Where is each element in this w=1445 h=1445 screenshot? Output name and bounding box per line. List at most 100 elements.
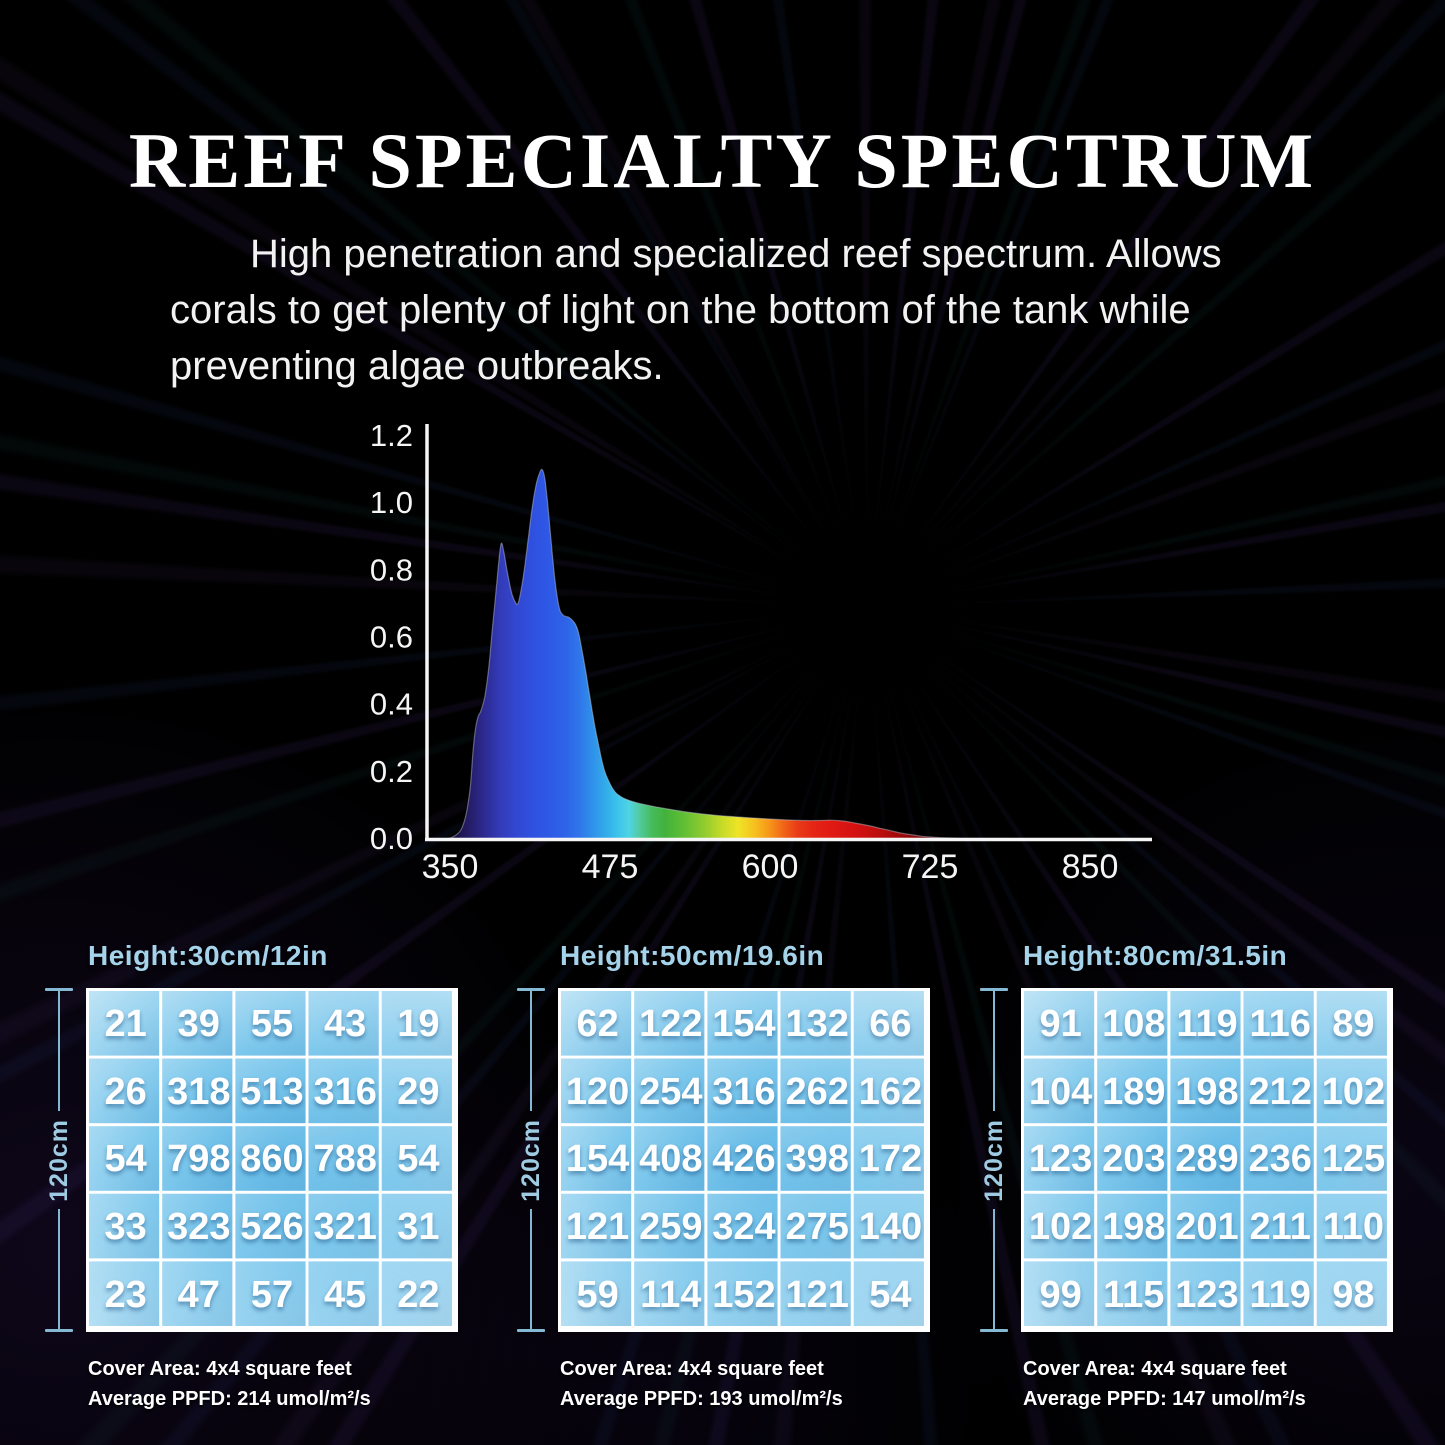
ppfd-cell: 59 <box>561 1261 635 1329</box>
ppfd-cell: 66 <box>853 991 927 1059</box>
ppfd-cell: 54 <box>89 1126 163 1194</box>
ppfd-cell: 198 <box>1170 1058 1244 1127</box>
ppfd-cell: 89 <box>1316 991 1390 1059</box>
ppfd-cell: 26 <box>89 1058 163 1127</box>
ppfd-cell: 236 <box>1243 1126 1317 1194</box>
table-footer: Cover Area: 4x4 square feet Average PPFD:… <box>560 1354 972 1414</box>
ppfd-cell: 788 <box>308 1126 382 1194</box>
ppfd-cell: 23 <box>89 1261 163 1329</box>
ppfd-cell: 98 <box>1316 1261 1390 1329</box>
ppfd-cell: 211 <box>1243 1193 1317 1262</box>
ppfd-cell: 426 <box>707 1126 781 1194</box>
dimension-indicator: 120cm <box>512 988 550 1333</box>
ppfd-cell: 316 <box>308 1058 382 1127</box>
ppfd-cell: 860 <box>235 1126 309 1194</box>
avg-ppfd-text: Average PPFD: 193 umol/m²/s <box>560 1388 843 1410</box>
ppfd-cell: 108 <box>1097 991 1171 1059</box>
ppfd-grid: 91 108 119 116 89 104 189 198 212 102 123 203 289 236… <box>1021 988 1393 1332</box>
y-tick-label: 0.6 <box>370 620 413 655</box>
dimension-cap-top <box>517 988 545 991</box>
ppfd-cell: 408 <box>634 1126 708 1194</box>
ppfd-cell: 99 <box>1024 1261 1098 1329</box>
ppfd-cell: 54 <box>853 1261 927 1329</box>
ppfd-cell: 318 <box>162 1058 236 1127</box>
ppfd-cell: 114 <box>634 1261 708 1329</box>
table-footer: Cover Area: 4x4 square feet Average PPFD:… <box>88 1354 500 1414</box>
ppfd-cell: 316 <box>707 1058 781 1127</box>
dimension-cap-bottom <box>45 1329 73 1333</box>
table-footer: Cover Area: 4x4 square feet Average PPFD:… <box>1023 1354 1435 1414</box>
height-label: Height:80cm/31.5in <box>1023 940 1288 971</box>
ppfd-cell: 140 <box>853 1193 927 1262</box>
ppfd-cell: 123 <box>1024 1126 1098 1194</box>
ppfd-cell: 254 <box>634 1058 708 1127</box>
ppfd-cell: 321 <box>308 1193 382 1262</box>
table-body: 120cm 91 108 119 116 89 104 189 198 212 102 123 203 2… <box>975 988 1435 1333</box>
dimension-line <box>58 1209 60 1330</box>
ppfd-cell: 526 <box>235 1193 309 1262</box>
ppfd-table: Height:80cm/31.5in 120cm 91 108 119 116 89 104 1… <box>975 940 1435 1414</box>
cover-area-text: Cover Area: 4x4 square feet <box>1023 1358 1287 1380</box>
ppfd-cell: 201 <box>1170 1193 1244 1262</box>
ppfd-cell: 45 <box>308 1261 382 1329</box>
ppfd-cells: 21 39 55 43 19 26 318 513 316 29 54 798 860 788 54 33 32… <box>89 991 455 1329</box>
ppfd-cell: 104 <box>1024 1058 1098 1127</box>
ppfd-cells: 62 122 154 132 66 120 254 316 262 162 154 408 426 398… <box>561 991 927 1329</box>
ppfd-cell: 21 <box>89 991 163 1059</box>
dimension-line <box>530 991 532 1111</box>
table-body: 120cm 21 39 55 43 19 26 318 513 316 29 54 798 860 788 5… <box>40 988 500 1333</box>
ppfd-cell: 102 <box>1316 1058 1390 1127</box>
ppfd-cell: 119 <box>1170 991 1244 1059</box>
dimension-indicator: 120cm <box>40 988 78 1333</box>
ppfd-cell: 54 <box>381 1126 455 1194</box>
y-tick-label: 0.0 <box>370 821 413 856</box>
ppfd-cell: 29 <box>381 1058 455 1127</box>
ppfd-cell: 189 <box>1097 1058 1171 1127</box>
ppfd-cell: 289 <box>1170 1126 1244 1194</box>
ppfd-cell: 203 <box>1097 1126 1171 1194</box>
description-line-1: High penetration and specialized reef sp… <box>250 232 1222 276</box>
ppfd-cell: 121 <box>780 1261 854 1329</box>
dimension-label: 120cm <box>979 1118 1008 1202</box>
ppfd-cell: 122 <box>634 991 708 1059</box>
ppfd-cell: 123 <box>1170 1261 1244 1329</box>
x-tick-label: 725 <box>902 848 959 886</box>
ppfd-cell: 798 <box>162 1126 236 1194</box>
dimension-cap-top <box>980 988 1008 991</box>
x-tick-label: 350 <box>422 848 479 886</box>
page-description: High penetration and specialized reef sp… <box>170 226 1380 394</box>
ppfd-cell: 91 <box>1024 991 1098 1059</box>
ppfd-cell: 259 <box>634 1193 708 1262</box>
ppfd-cell: 33 <box>89 1193 163 1262</box>
height-label: Height:50cm/19.6in <box>560 940 825 971</box>
ppfd-cell: 116 <box>1243 991 1317 1059</box>
ppfd-cell: 19 <box>381 991 455 1059</box>
ppfd-cell: 398 <box>780 1126 854 1194</box>
y-tick-label: 0.4 <box>370 687 413 722</box>
ppfd-cell: 162 <box>853 1058 927 1127</box>
dimension-line <box>993 991 995 1111</box>
ppfd-cell: 43 <box>308 991 382 1059</box>
ppfd-cell: 102 <box>1024 1193 1098 1262</box>
ppfd-cell: 152 <box>707 1261 781 1329</box>
ppfd-grid: 21 39 55 43 19 26 318 513 316 29 54 798 860 788 54 33 32… <box>86 988 458 1332</box>
ppfd-cell: 121 <box>561 1193 635 1262</box>
page-title: REEF SPECIALTY SPECTRUM <box>128 117 1317 204</box>
ppfd-cell: 172 <box>853 1126 927 1194</box>
ppfd-cell: 324 <box>707 1193 781 1262</box>
dimension-cap-bottom <box>517 1329 545 1333</box>
height-label: Height:30cm/12in <box>88 940 328 971</box>
ppfd-cell: 22 <box>381 1261 455 1329</box>
avg-ppfd-text: Average PPFD: 214 umol/m²/s <box>88 1388 371 1410</box>
ppfd-cell: 120 <box>561 1058 635 1127</box>
ppfd-cell: 55 <box>235 991 309 1059</box>
ppfd-cell: 262 <box>780 1058 854 1127</box>
dimension-line <box>993 1209 995 1330</box>
dimension-cap-bottom <box>980 1329 1008 1333</box>
ppfd-cell: 154 <box>707 991 781 1059</box>
cover-area-text: Cover Area: 4x4 square feet <box>560 1358 824 1380</box>
description-line-3: preventing algae outbreaks. <box>170 344 664 388</box>
dimension-label: 120cm <box>44 1118 73 1202</box>
ppfd-cell: 119 <box>1243 1261 1317 1329</box>
